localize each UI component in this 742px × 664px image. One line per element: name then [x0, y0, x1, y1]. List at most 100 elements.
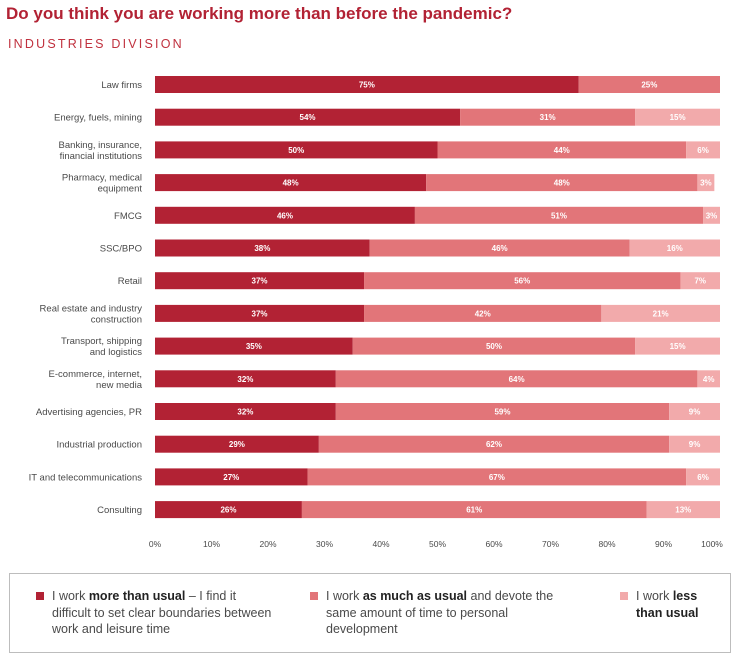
- data-label: 6%: [697, 473, 709, 482]
- bar-segment: [155, 141, 438, 159]
- bar-segment: [414, 206, 704, 224]
- bar-segment: [335, 370, 698, 388]
- bar-segment: [578, 76, 720, 93]
- bar-segment: [155, 501, 302, 519]
- data-label: 25%: [641, 81, 657, 90]
- data-label: 15%: [670, 113, 686, 122]
- bar-segment: [155, 435, 319, 453]
- data-label: 37%: [252, 309, 268, 318]
- data-label: 75%: [359, 81, 375, 90]
- data-label: 32%: [237, 408, 253, 417]
- data-label: 35%: [246, 342, 262, 351]
- x-tick-label: 90%: [655, 539, 672, 549]
- legend-item-more: I work more than usual – I find it diffi…: [36, 588, 276, 638]
- x-tick-label: 30%: [316, 539, 333, 549]
- bar-segment: [301, 501, 647, 519]
- data-label: 4%: [703, 375, 715, 384]
- legend-item-less: I work less than usual: [620, 588, 720, 621]
- bar-segment: [155, 108, 461, 126]
- x-tick-label: 0%: [149, 539, 162, 549]
- data-label: 3%: [706, 211, 718, 220]
- data-label: 46%: [277, 211, 293, 220]
- data-label: 48%: [554, 179, 570, 188]
- bar-segment: [155, 174, 427, 192]
- data-label: 42%: [475, 309, 491, 318]
- legend-swatch-more: [36, 592, 44, 600]
- data-label: 3%: [700, 179, 712, 188]
- bar-segment: [155, 337, 353, 355]
- data-label: 7%: [694, 277, 706, 286]
- data-label: 50%: [486, 342, 502, 351]
- bar-segment: [686, 141, 720, 159]
- legend-text-more: I work more than usual – I find it diffi…: [52, 589, 272, 636]
- category-label: Transport, shipping and logistics: [61, 336, 142, 358]
- data-label: 51%: [551, 211, 567, 220]
- bar-segment: [155, 272, 365, 290]
- legend-text-less: I work less than usual: [636, 589, 699, 620]
- data-label: 56%: [514, 277, 530, 286]
- bar-segment: [155, 370, 336, 388]
- category-label: Industrial production: [56, 440, 142, 451]
- bar-segment: [155, 304, 365, 322]
- data-label: 29%: [229, 440, 245, 449]
- data-label: 21%: [653, 309, 669, 318]
- category-label: SSC/BPO: [100, 244, 142, 255]
- bar-segment: [601, 304, 720, 322]
- bar-segment: [680, 272, 720, 290]
- x-tick-label: 40%: [372, 539, 389, 549]
- stacked-bar-chart: Law firms 75% 25% Energy, fuels, mining 54% 3…: [29, 76, 723, 549]
- category-label: Banking, insurance, financial institution…: [59, 140, 143, 162]
- bar-segment: [352, 337, 636, 355]
- bar-segment: [460, 108, 636, 126]
- category-label: FMCG: [114, 211, 142, 222]
- legend-item-same: I work as much as usual and devote the s…: [310, 588, 565, 638]
- bar-segment: [697, 174, 715, 192]
- bar-segment: [646, 501, 720, 519]
- bar-segment: [629, 239, 720, 257]
- bar-segment: [307, 468, 687, 486]
- data-label: 37%: [252, 277, 268, 286]
- bar-segment: [155, 468, 308, 486]
- data-label: 67%: [489, 473, 505, 482]
- category-label: Real estate and industry construction: [40, 303, 143, 325]
- data-label: 54%: [300, 113, 316, 122]
- bar-segment: [364, 272, 681, 290]
- data-label: 31%: [540, 113, 556, 122]
- bar-segment: [686, 468, 720, 486]
- bar-segment: [155, 76, 579, 93]
- data-label: 16%: [667, 244, 683, 253]
- data-label: 61%: [466, 506, 482, 515]
- bar-segment: [155, 403, 336, 420]
- category-label: Retail: [118, 276, 142, 287]
- chart-title: Do you think you are working more than b…: [6, 4, 513, 23]
- bar-segment: [364, 304, 602, 322]
- bar-segment: [155, 206, 415, 224]
- chart-subtitle: INDUSTRIES DIVISION: [8, 37, 184, 51]
- category-label: Consulting: [97, 505, 142, 516]
- data-label: 27%: [223, 473, 239, 482]
- data-label: 6%: [697, 146, 709, 155]
- legend-swatch-same: [310, 592, 318, 600]
- bar-segment: [437, 141, 687, 159]
- x-tick-label: 100%: [701, 539, 723, 549]
- data-label: 32%: [237, 375, 253, 384]
- data-label: 50%: [288, 146, 304, 155]
- x-tick-label: 20%: [259, 539, 276, 549]
- bar-segment: [369, 239, 630, 257]
- category-label: Advertising agencies, PR: [36, 407, 142, 418]
- data-label: 13%: [675, 506, 691, 515]
- category-label: Energy, fuels, mining: [54, 113, 142, 124]
- data-label: 46%: [492, 244, 508, 253]
- data-label: 9%: [689, 408, 701, 417]
- data-label: 59%: [494, 408, 510, 417]
- x-tick-label: 80%: [598, 539, 615, 549]
- bar-segment: [155, 239, 370, 257]
- bar-segment: [669, 403, 720, 420]
- legend-text-same: I work as much as usual and devote the s…: [326, 589, 554, 636]
- bar-segment: [635, 108, 720, 126]
- category-label: Law firms: [101, 80, 142, 91]
- bar-segment: [335, 403, 670, 420]
- data-label: 15%: [670, 342, 686, 351]
- data-label: 44%: [554, 146, 570, 155]
- x-tick-label: 60%: [485, 539, 502, 549]
